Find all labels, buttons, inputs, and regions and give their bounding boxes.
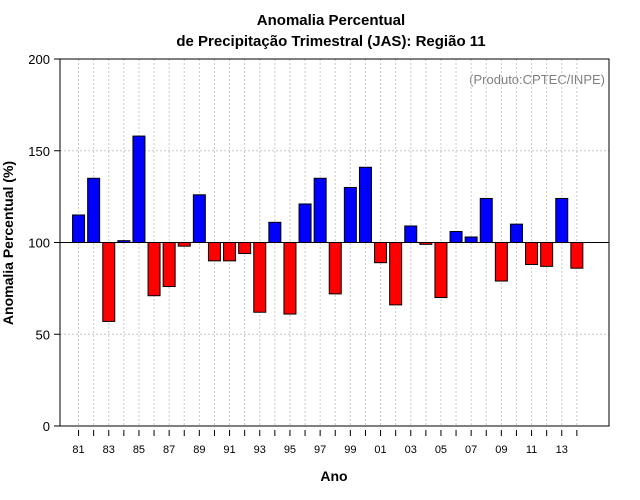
x-axis-label: Ano [320, 468, 347, 484]
chart-title-line1: Anomalia Percentual [257, 12, 405, 29]
x-tick-label: 89 [193, 444, 205, 456]
bar-1998 [328, 242, 342, 295]
x-tick-label: 07 [465, 444, 477, 456]
bar-2003 [404, 225, 418, 243]
bar-2006 [449, 230, 463, 244]
bar-2013 [555, 197, 569, 244]
bar-1983 [102, 242, 116, 322]
y-tick-label: 150 [28, 144, 50, 159]
bar-2011 [525, 242, 539, 266]
y-tick-label: 50 [36, 327, 50, 342]
bar-1999 [343, 186, 357, 243]
bar-1985 [132, 135, 146, 244]
credit-label: (Produto:CPTEC/INPE) [469, 72, 605, 87]
bar-1991 [223, 242, 237, 262]
x-tick-label: 93 [254, 444, 266, 456]
x-tick-label: 99 [344, 444, 356, 456]
bar-1992 [238, 242, 252, 255]
x-tick-label: 85 [133, 444, 145, 456]
bar-2010 [509, 223, 523, 243]
bar-1993 [253, 242, 267, 313]
x-tick-label: 09 [495, 444, 507, 456]
y-axis-label: Anomalia Percentual (%) [0, 161, 16, 325]
y-tick-label: 0 [43, 419, 50, 434]
x-tick-label: 83 [103, 444, 115, 456]
bar-1988 [177, 242, 191, 247]
x-tick-label: 91 [223, 444, 235, 456]
x-tick-label: 11 [526, 444, 537, 456]
bar-1997 [313, 177, 327, 243]
bar-1989 [192, 194, 206, 243]
bar-1982 [87, 177, 101, 243]
bar-2012 [540, 242, 554, 267]
bar-2001 [374, 242, 388, 264]
bar-2008 [479, 197, 493, 244]
x-tick-label: 01 [374, 444, 386, 456]
bar-1995 [283, 242, 297, 315]
bar-2007 [464, 236, 478, 243]
bar-2009 [494, 242, 508, 282]
bar-1987 [162, 242, 176, 288]
y-tick-label: 200 [28, 52, 50, 67]
bar-2014 [570, 242, 584, 269]
x-tick-label: 95 [284, 444, 296, 456]
x-tick-label: 97 [314, 444, 326, 456]
bar-1981 [72, 214, 86, 244]
bar-2002 [389, 242, 403, 306]
x-tick-label: 03 [405, 444, 417, 456]
x-tick-label: 87 [163, 444, 175, 456]
bar-1990 [207, 242, 221, 262]
bar-1996 [298, 203, 312, 243]
bar-2000 [358, 166, 372, 243]
bar-1994 [268, 221, 282, 244]
x-tick-label: 81 [72, 444, 84, 456]
y-tick-label: 100 [28, 236, 50, 251]
x-tick-label: 13 [556, 444, 568, 456]
chart-title-line2: de Precipitação Trimestral (JAS): Região… [176, 33, 485, 50]
bar-2005 [434, 242, 448, 299]
x-tick-label: 05 [435, 444, 447, 456]
bar-1986 [147, 242, 161, 297]
